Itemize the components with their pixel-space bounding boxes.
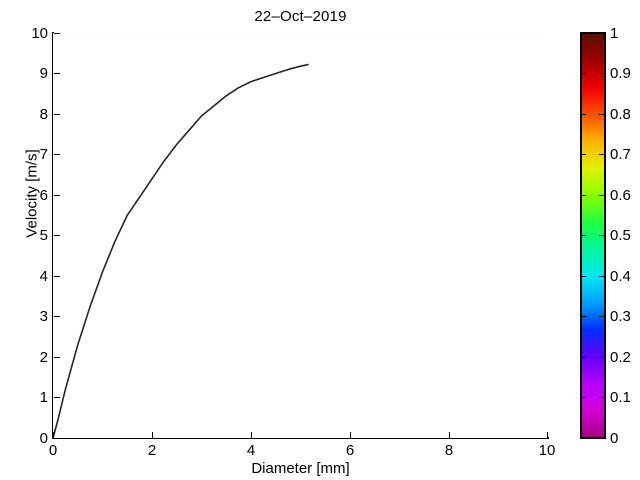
colorbar-tick-label: 0.3 bbox=[610, 308, 631, 325]
x-tick-mark bbox=[251, 432, 252, 438]
colorbar-tick-mark bbox=[599, 316, 604, 317]
data-curve-svg bbox=[52, 63, 309, 439]
y-tick-mark bbox=[54, 397, 60, 398]
colorbar-tick-mark bbox=[581, 235, 586, 236]
colorbar-tick-mark bbox=[581, 195, 586, 196]
x-tick-label: 2 bbox=[147, 442, 157, 459]
colorbar-tick-mark bbox=[599, 397, 604, 398]
colorbar-tick-mark bbox=[581, 73, 586, 74]
x-tick-mark bbox=[350, 432, 351, 438]
y-tick-label: 1 bbox=[39, 389, 48, 406]
colorbar-tick-mark bbox=[581, 114, 586, 115]
y-tick-label: 5 bbox=[39, 227, 48, 244]
colorbar-tick-label: 0.5 bbox=[610, 227, 631, 244]
colorbar-tick-label: 0.7 bbox=[610, 146, 631, 163]
y-tick-mark bbox=[54, 316, 60, 317]
colorbar-tick-mark bbox=[581, 154, 586, 155]
x-tick-mark bbox=[449, 432, 450, 438]
y-tick-label: 4 bbox=[39, 268, 48, 285]
y-tick-label: 9 bbox=[39, 65, 48, 82]
colorbar-tick-label: 0.8 bbox=[610, 106, 631, 123]
x-tick-label: 10 bbox=[538, 442, 556, 459]
colorbar-tick-label: 0.9 bbox=[610, 65, 631, 82]
y-tick-label: 0 bbox=[39, 430, 48, 447]
y-tick-label: 10 bbox=[31, 25, 48, 42]
y-tick-mark bbox=[54, 235, 60, 236]
colorbar-tick-mark bbox=[599, 154, 604, 155]
colorbar-tick-label: 0 bbox=[610, 430, 619, 447]
x-tick-label: 8 bbox=[444, 442, 454, 459]
x-tick-label: 0 bbox=[48, 442, 58, 459]
colorbar-tick-label: 0.6 bbox=[610, 187, 631, 204]
colorbar-tick-label: 0.1 bbox=[610, 389, 631, 406]
x-tick-mark bbox=[547, 432, 548, 438]
colorbar-tick-label: 0.2 bbox=[610, 349, 631, 366]
colorbar-tick-mark bbox=[581, 397, 586, 398]
colorbar-tick-label: 0.4 bbox=[610, 268, 631, 285]
colorbar-tick-mark bbox=[599, 114, 604, 115]
colorbar-tick-mark bbox=[581, 276, 586, 277]
y-tick-label: 6 bbox=[39, 187, 48, 204]
x-tick-mark bbox=[152, 432, 153, 438]
y-tick-label: 3 bbox=[39, 308, 48, 325]
series-line-terminal-velocity bbox=[52, 63, 309, 439]
y-tick-mark bbox=[54, 276, 60, 277]
colorbar-tick-mark bbox=[581, 316, 586, 317]
y-tick-label: 7 bbox=[39, 146, 48, 163]
colorbar-tick-label: 1 bbox=[610, 25, 619, 42]
y-tick-mark bbox=[54, 73, 60, 74]
y-tick-mark bbox=[54, 154, 60, 155]
axis-bottom-spine bbox=[52, 437, 549, 439]
colorbar-tick-mark bbox=[599, 195, 604, 196]
y-tick-mark bbox=[54, 438, 60, 439]
x-tick-label: 4 bbox=[246, 442, 256, 459]
y-tick-mark bbox=[54, 357, 60, 358]
colorbar-tick-mark bbox=[599, 73, 604, 74]
chart-title: 22–Oct–2019 bbox=[254, 8, 347, 25]
y-tick-mark bbox=[54, 114, 60, 115]
x-tick-label: 6 bbox=[345, 442, 355, 459]
colorbar-tick-mark bbox=[581, 357, 586, 358]
colorbar-tick-mark bbox=[581, 33, 586, 34]
plot-area bbox=[52, 33, 548, 439]
colorbar-tick-mark bbox=[581, 438, 586, 439]
y-tick-mark bbox=[54, 195, 60, 196]
colorbar-tick-mark bbox=[599, 276, 604, 277]
x-axis-label: Diameter [mm] bbox=[251, 460, 350, 477]
y-axis-label: Velocity [m/s] bbox=[23, 149, 41, 238]
x-tick-mark bbox=[53, 432, 54, 438]
colorbar-tick-mark bbox=[599, 235, 604, 236]
axis-top-spine bbox=[53, 32, 548, 33]
colorbar-tick-mark bbox=[599, 357, 604, 358]
y-tick-label: 8 bbox=[39, 106, 48, 123]
y-tick-mark bbox=[54, 33, 60, 34]
y-tick-label: 2 bbox=[39, 349, 48, 366]
